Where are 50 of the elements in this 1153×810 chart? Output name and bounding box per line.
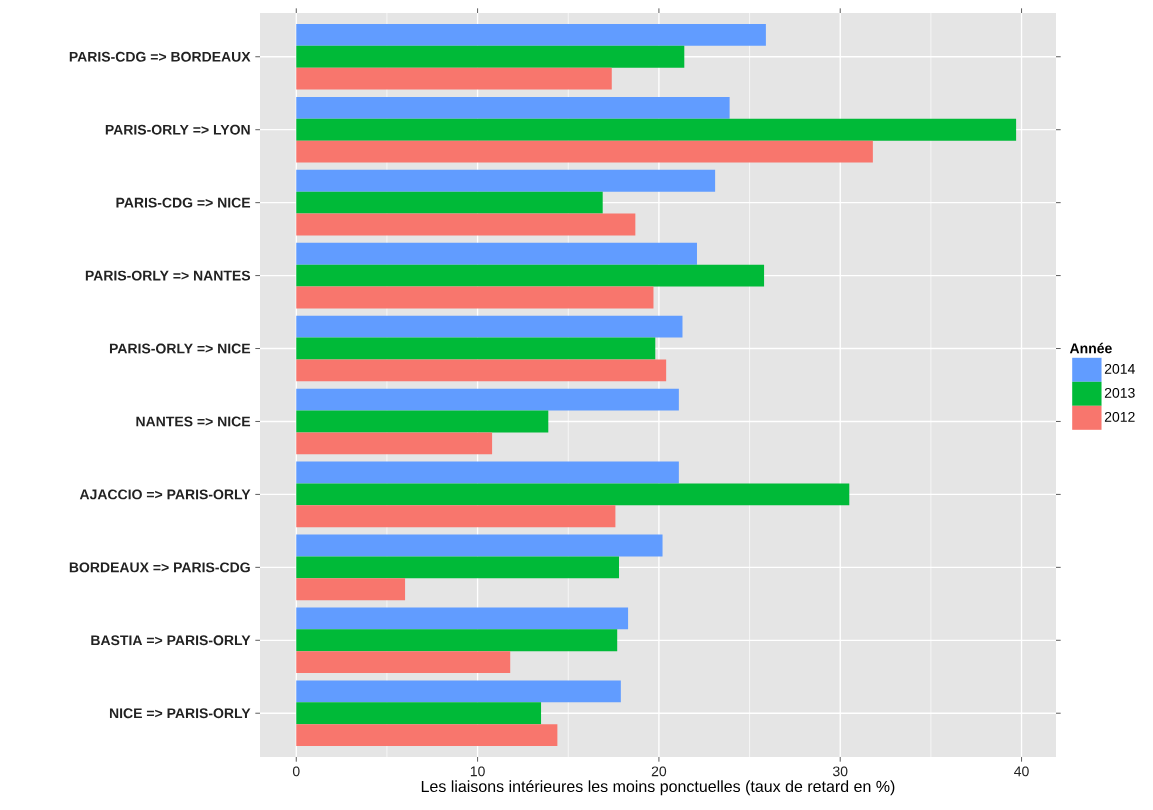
y-tick-label: PARIS-ORLY => NICE [109,343,251,354]
legend-label: 2014 [1104,363,1135,374]
x-tick-label: 30 [832,766,848,777]
bar [296,140,873,163]
bar [296,556,620,579]
bar [296,67,612,90]
x-tick-label: 0 [292,766,300,777]
x-axis-title: Les liaisons intérieures les moins ponctuelles (taux de retard en %) [421,780,895,796]
bar [296,191,603,214]
y-tick-label: PARIS-CDG => BORDEAUX [69,51,251,62]
y-tick-label: PARIS-ORLY => NANTES [85,270,251,281]
bar [296,169,716,192]
bar [296,461,679,484]
bar [296,410,549,433]
y-tick-label: PARIS-ORLY => LYON [105,124,250,135]
y-tick-label: PARIS-CDG => NICE [116,197,251,208]
y-tick-label: NICE => PARIS-ORLY [109,708,251,719]
y-tick-label: AJACCIO => PARIS-ORLY [79,489,251,500]
bar [296,359,667,382]
bar [296,264,765,287]
legend-label: 2012 [1104,411,1135,422]
bar [296,680,621,703]
bar [296,388,679,411]
bar [296,483,850,506]
bar [296,432,493,455]
legend-label: 2013 [1104,387,1135,398]
bar [296,651,511,674]
y-tick-label: BASTIA => PARIS-ORLY [91,635,251,646]
bar [296,702,542,725]
bar [296,45,685,68]
bar [296,213,636,236]
bar [296,607,629,630]
x-tick-label: 10 [470,766,485,777]
legend-title: Année [1069,342,1112,354]
bar [296,118,1017,141]
y-tick-label: NANTES => NICE [136,416,251,427]
bar [296,286,654,309]
bar [296,242,697,265]
bar [296,724,558,747]
x-tick-label: 40 [1014,766,1029,777]
y-tick-label: BORDEAUX => PARIS-CDG [69,562,250,573]
x-tick-label: 20 [651,766,667,777]
bar [296,505,616,528]
bar [296,578,406,601]
bar [296,337,656,360]
bar [296,534,663,557]
bar [296,23,766,46]
bar [296,315,683,338]
bar [296,629,618,652]
bar [296,96,730,119]
